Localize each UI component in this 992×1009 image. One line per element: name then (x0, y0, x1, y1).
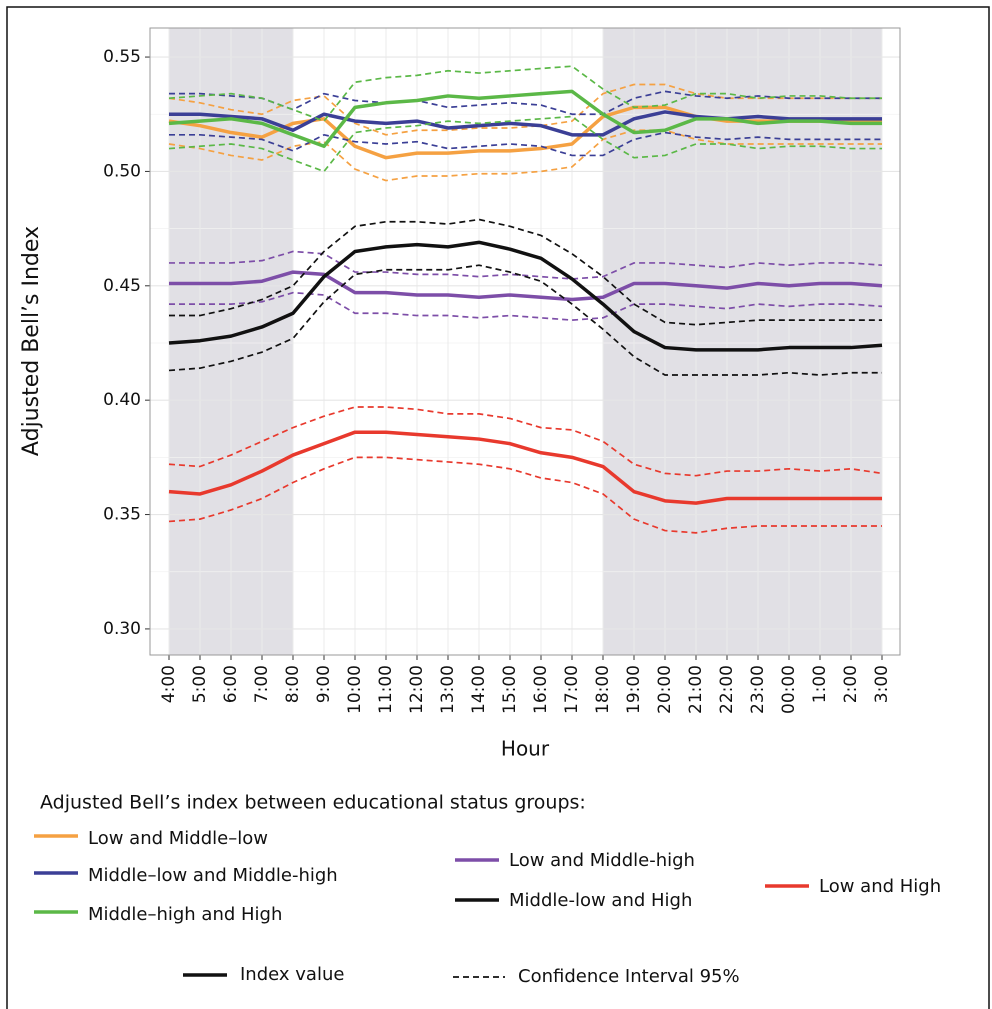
index-line (169, 110, 882, 137)
index-line (168, 89, 882, 149)
x-tick-label: 20:00 (655, 665, 675, 714)
ci-line (168, 456, 882, 534)
index-line (168, 240, 883, 352)
index-line (168, 105, 882, 160)
y-tick-label: 0.50 (103, 161, 141, 181)
ci-line (169, 291, 883, 321)
legend-style-label: Index value (240, 964, 344, 985)
x-tick-label: 2:00 (841, 665, 861, 703)
x-tick-label: 18:00 (593, 665, 613, 714)
x-tick-label: 6:00 (221, 665, 241, 703)
index-line (168, 430, 882, 505)
legend-style-label: Confidence Interval 95% (518, 966, 740, 987)
y-tick-label: 0.40 (103, 390, 141, 410)
index-line (169, 270, 883, 302)
x-tick-label: 11:00 (376, 665, 396, 714)
x-tick-label: 7:00 (252, 665, 272, 703)
plot-border (149, 27, 901, 656)
x-tick-label: 22:00 (717, 665, 737, 714)
ci-line (169, 131, 882, 157)
x-tick-label: 00:00 (779, 665, 799, 714)
legend-label: Low and High (819, 876, 941, 897)
legend-label: Middle–low and Middle-high (88, 865, 338, 886)
legend-label: Middle-low and High (509, 890, 692, 911)
x-tick-label: 19:00 (624, 665, 644, 714)
x-tick-label: 3:00 (872, 665, 892, 703)
y-axis-label: Adjusted Bell’s Index (19, 226, 44, 456)
legend-title: Adjusted Bell’s index between educationa… (40, 792, 586, 814)
x-tick-label: 10:00 (345, 665, 365, 714)
legend-label: Middle–high and High (88, 904, 282, 925)
x-tick-label: 1:00 (810, 665, 830, 703)
x-tick-label: 4:00 (159, 665, 179, 703)
y-tick-label: 0.55 (103, 47, 141, 67)
x-tick-label: 23:00 (748, 665, 768, 714)
legend-label: Low and Middle–low (88, 828, 268, 849)
x-tick-label: 13:00 (438, 665, 458, 714)
x-tick-label: 15:00 (500, 665, 520, 714)
ci-line (168, 264, 882, 376)
x-tick-label: 21:00 (686, 665, 706, 714)
ci-line (169, 250, 883, 280)
x-tick-label: 8:00 (283, 665, 303, 703)
x-tick-label: 17:00 (562, 665, 582, 714)
legend-label: Low and Middle-high (509, 850, 695, 871)
frame (6, 6, 990, 1009)
y-tick-label: 0.35 (103, 505, 141, 525)
ci-line (168, 115, 882, 173)
ci-line (169, 218, 882, 326)
x-axis-label: Hour (501, 737, 550, 761)
x-tick-label: 12:00 (407, 665, 427, 714)
x-tick-label: 9:00 (314, 665, 334, 703)
x-tick-label: 16:00 (531, 665, 551, 714)
y-tick-label: 0.30 (103, 619, 141, 639)
ci-line (168, 65, 882, 122)
y-tick-label: 0.45 (103, 276, 141, 296)
x-tick-label: 14:00 (469, 665, 489, 714)
x-tick-label: 5:00 (190, 665, 210, 703)
